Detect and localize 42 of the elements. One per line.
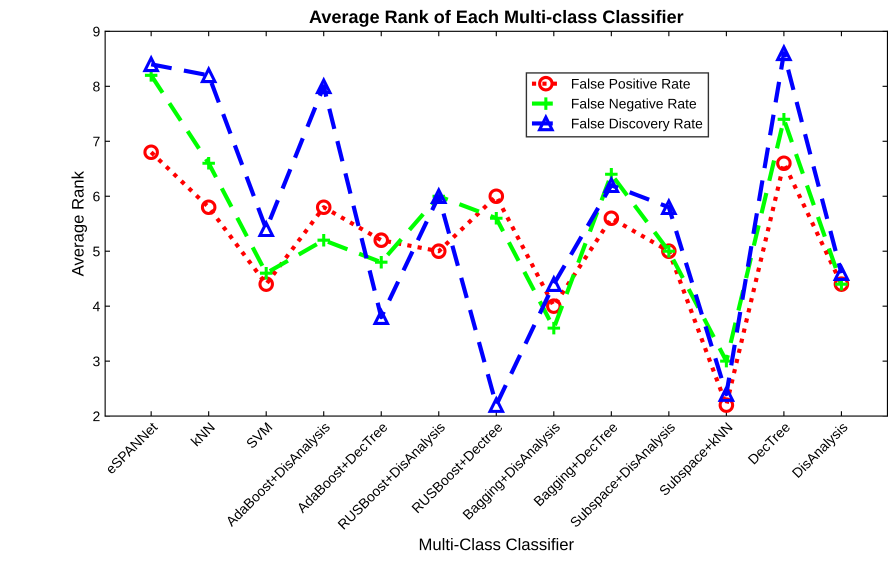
point [546, 276, 562, 292]
point [258, 265, 274, 281]
point [488, 210, 504, 226]
chart-title: Average Rank of Each Multi-class Classifier [309, 10, 684, 27]
legend-label: False Negative Rate [572, 98, 696, 112]
point [546, 320, 562, 336]
point [316, 78, 332, 94]
point [373, 309, 390, 325]
point [143, 144, 159, 160]
point [316, 199, 332, 216]
point [373, 254, 390, 270]
y-tick-label: 2 [93, 411, 100, 422]
point [200, 199, 216, 216]
point [776, 46, 792, 62]
point [488, 397, 504, 413]
point [143, 56, 159, 72]
point [258, 221, 274, 237]
y-axis-title: Average Rank [71, 171, 87, 276]
point [604, 177, 620, 194]
point [373, 232, 390, 248]
y-tick-label: 4 [92, 302, 100, 312]
point [316, 232, 332, 248]
x-axis-title: Multi-Class Classifier [420, 538, 574, 550]
point [661, 199, 677, 216]
point [718, 386, 734, 402]
y-tick-label: 5 [93, 246, 100, 256]
point [834, 265, 850, 281]
y-tick-label: 3 [93, 356, 100, 366]
y-tick-label: 7 [93, 136, 100, 146]
point [488, 188, 504, 204]
point [200, 155, 216, 172]
point [776, 112, 792, 128]
y-tick-label: 8 [93, 82, 100, 92]
legend-label: False Positive Rate [572, 78, 690, 89]
point [776, 155, 792, 172]
legend-label: False Discovery Rate [572, 118, 702, 132]
point [604, 210, 620, 226]
y-tick-label: 9 [93, 26, 100, 37]
point [430, 243, 447, 259]
point [258, 276, 274, 292]
point [200, 68, 216, 84]
y-tick-label: 6 [93, 192, 100, 202]
